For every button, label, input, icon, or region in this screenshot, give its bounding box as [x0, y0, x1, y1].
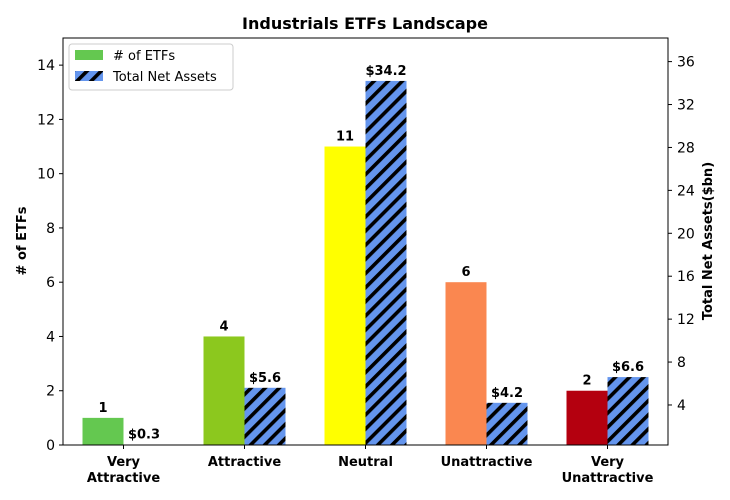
right-tick-label: 28: [677, 140, 695, 156]
category-label: Unattractive: [441, 455, 533, 470]
category-label: Neutral: [338, 455, 393, 470]
legend-label-net-assets: Total Net Assets: [112, 70, 217, 85]
legend-label-etf-count: # of ETFs: [113, 49, 175, 64]
left-tick-label: 12: [37, 112, 55, 128]
right-tick-label: 4: [677, 398, 686, 414]
left-axis-title: # of ETFs: [15, 206, 30, 275]
data-label-etf-count: 4: [219, 319, 228, 334]
chart-title: Industrials ETFs Landscape: [242, 14, 488, 33]
left-tick-label: 0: [46, 438, 55, 454]
bar-total-net-assets: [244, 387, 286, 445]
plot-area: 1$0.3VeryAttractive4$5.6Attractive11$34.…: [37, 37, 695, 486]
right-tick-label: 16: [677, 269, 695, 285]
right-tick-label: 8: [677, 355, 686, 371]
bar-etf-count: [324, 146, 366, 446]
right-tick-label: 20: [677, 226, 695, 242]
data-label-net-assets: $6.6: [612, 360, 644, 375]
bar-total-net-assets: [607, 377, 649, 445]
data-label-net-assets: $4.2: [491, 386, 523, 401]
data-label-net-assets: $34.2: [365, 64, 406, 79]
left-tick-label: 4: [46, 329, 55, 345]
right-tick-label: 32: [677, 98, 695, 114]
category-label: Attractive: [87, 471, 161, 486]
data-label-net-assets: $0.3: [128, 428, 160, 443]
right-axis-title: Total Net Assets($bn): [701, 162, 716, 320]
data-label-etf-count: 2: [582, 374, 591, 389]
bar-etf-count: [566, 390, 608, 445]
data-label-etf-count: 6: [461, 265, 470, 280]
data-label-net-assets: $5.6: [249, 371, 281, 386]
plot-frame: [62, 37, 669, 446]
left-tick-label: 6: [46, 275, 55, 291]
left-tick-label: 10: [37, 167, 55, 183]
left-tick-label: 2: [46, 384, 55, 400]
legend-swatch-etf-count: [75, 50, 103, 60]
category-label: Unattractive: [562, 471, 654, 486]
bar-total-net-assets: [486, 402, 528, 445]
bar-total-net-assets: [365, 80, 407, 445]
data-label-etf-count: 1: [98, 401, 107, 416]
bar-etf-count: [445, 282, 487, 445]
right-tick-label: 36: [677, 55, 695, 71]
bar-etf-count: [82, 417, 124, 445]
right-tick-label: 24: [677, 183, 695, 199]
legend: # of ETFs Total Net Assets: [68, 43, 234, 91]
category-label: Very: [591, 455, 625, 470]
data-label-etf-count: 11: [336, 130, 354, 145]
left-tick-label: 8: [46, 221, 55, 237]
category-label: Very: [107, 455, 141, 470]
category-label: Attractive: [208, 455, 282, 470]
right-tick-label: 12: [677, 312, 695, 328]
legend-box: [68, 43, 234, 91]
legend-swatch-net-assets: [75, 71, 103, 81]
bar-etf-count: [203, 336, 245, 445]
left-tick-label: 14: [37, 58, 55, 74]
